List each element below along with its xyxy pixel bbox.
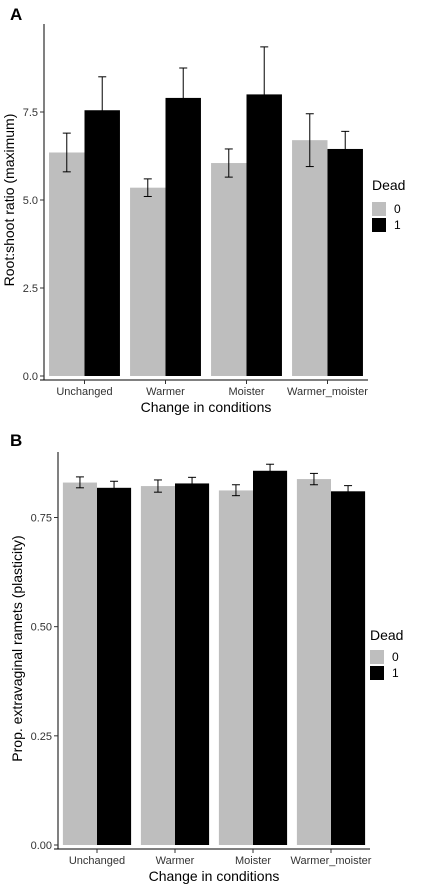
bar-dead-1-moister bbox=[253, 470, 288, 845]
y-axis-title: Root:shoot ratio (maximum) bbox=[1, 114, 17, 287]
error-bar-dead-0-unchanged bbox=[62, 132, 71, 173]
error-bar-dead-0-warmer_moister bbox=[305, 113, 314, 168]
error-bar-dead-1-unchanged bbox=[110, 480, 119, 495]
y-tick-label: 0.75 bbox=[31, 513, 52, 525]
bar-dead-0-warmer bbox=[140, 486, 175, 845]
error-bar-dead-1-moister bbox=[260, 46, 269, 145]
legend: Dead 0 1 bbox=[372, 177, 405, 232]
legend-swatch-dead-1 bbox=[370, 666, 384, 680]
bar-dead-1-warmer bbox=[165, 97, 201, 377]
panel-letter: B bbox=[10, 431, 22, 450]
error-bar-dead-0-moister bbox=[224, 148, 233, 178]
bar-dead-0-warmer_moister bbox=[292, 140, 328, 376]
x-tick-label: Moister bbox=[228, 386, 264, 398]
bar-dead-1-warmer_moister bbox=[331, 491, 366, 845]
y-axis-title: Prop. extravaginal ramets (plasticity) bbox=[9, 535, 25, 761]
error-bar-dead-0-warmer_moister bbox=[309, 472, 318, 486]
legend-label-dead-1: 1 bbox=[394, 218, 401, 232]
error-bar-dead-0-warmer bbox=[143, 178, 152, 197]
x-tick-label: Warmer bbox=[156, 855, 195, 867]
x-tick-label: Unchanged bbox=[69, 855, 125, 867]
error-bar-dead-1-warmer bbox=[188, 476, 197, 491]
y-tick-label: 0.0 bbox=[23, 371, 38, 383]
y-tick-label: 0.00 bbox=[31, 840, 52, 852]
y-tick-label: 2.5 bbox=[23, 283, 38, 295]
bar-dead-0-warmer bbox=[130, 187, 166, 376]
x-axis-title: Change in conditions bbox=[141, 399, 272, 415]
chart-panel-b: B 0.00 0.25 0.50 0.75 Unchanged Warmer Moister W… bbox=[9, 431, 403, 884]
y-tick-label: 7.5 bbox=[23, 107, 38, 119]
x-tick-label: Warmer bbox=[146, 386, 185, 398]
legend-title: Dead bbox=[372, 177, 405, 193]
bar-dead-0-unchanged bbox=[49, 152, 85, 376]
x-tick-label: Unchanged bbox=[56, 386, 112, 398]
chart-panel-a: A 0.0 2.5 5.0 7.5 Unchanged Warmer Moister Warme… bbox=[1, 5, 405, 415]
y-tick-label: 0.25 bbox=[31, 731, 52, 743]
bar-dead-1-warmer bbox=[175, 483, 210, 845]
bar-dead-0-moister bbox=[218, 490, 253, 845]
bar-dead-0-warmer_moister bbox=[296, 479, 331, 845]
error-bar-dead-1-warmer_moister bbox=[344, 485, 353, 498]
x-tick-label: Warmer_moister bbox=[291, 855, 372, 867]
bar-dead-0-moister bbox=[211, 163, 247, 376]
x-tick-label: Warmer_moister bbox=[287, 386, 368, 398]
y-tick-label: 0.50 bbox=[31, 622, 52, 634]
error-bar-dead-1-unchanged bbox=[98, 76, 107, 145]
x-axis-title: Change in conditions bbox=[149, 868, 280, 884]
legend-label-dead-0: 0 bbox=[394, 202, 401, 216]
legend-swatch-dead-0 bbox=[370, 650, 384, 664]
legend-label-dead-0: 0 bbox=[392, 650, 399, 664]
x-tick-label: Moister bbox=[235, 855, 271, 867]
legend-title: Dead bbox=[370, 627, 403, 643]
bar-dead-1-unchanged bbox=[97, 487, 132, 845]
error-bar-dead-0-moister bbox=[231, 484, 240, 497]
error-bar-dead-0-warmer bbox=[153, 479, 162, 493]
bar-dead-1-unchanged bbox=[84, 110, 120, 377]
y-tick-label: 5.0 bbox=[23, 195, 38, 207]
error-bar-dead-1-warmer bbox=[179, 67, 188, 131]
legend-swatch-dead-1 bbox=[372, 218, 386, 232]
bar-dead-1-warmer_moister bbox=[327, 148, 363, 376]
legend-label-dead-1: 1 bbox=[392, 666, 399, 680]
legend-swatch-dead-0 bbox=[372, 202, 386, 216]
bar-dead-0-unchanged bbox=[62, 482, 97, 845]
panel-letter: A bbox=[10, 5, 22, 24]
error-bar-dead-0-unchanged bbox=[75, 476, 84, 489]
legend: Dead 0 1 bbox=[370, 627, 403, 680]
error-bar-dead-1-moister bbox=[266, 463, 275, 478]
error-bar-dead-1-warmer_moister bbox=[341, 130, 350, 168]
